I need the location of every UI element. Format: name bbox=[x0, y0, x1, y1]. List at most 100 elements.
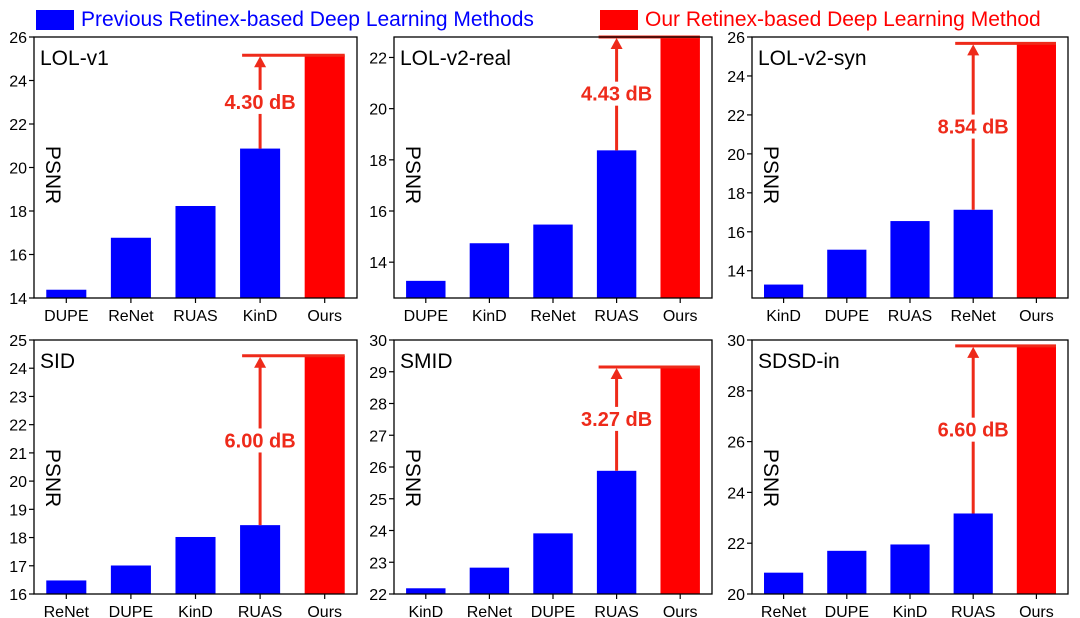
chart-3-x-tick-label: RUAS bbox=[888, 308, 932, 325]
chart-6-x-tick-label: DUPE bbox=[825, 604, 869, 618]
chart-4-y-tick-label: 21 bbox=[9, 446, 27, 463]
chart-6-bar-3 bbox=[890, 544, 930, 594]
chart-3-improvement-label: 8.54 dB bbox=[938, 117, 1009, 139]
chart-1-bar-4 bbox=[240, 148, 281, 298]
chart-1-y-axis-label: PSNR bbox=[41, 146, 64, 204]
chart-1-x-tick-label: RUAS bbox=[173, 308, 217, 325]
chart-2-bar-5 bbox=[660, 37, 700, 298]
chart-4-improvement-label: 6.00 dB bbox=[225, 430, 296, 452]
chart-3-x-tick-label: ReNet bbox=[951, 308, 997, 325]
chart-5-improvement-arrow-head bbox=[610, 367, 623, 379]
chart-4-y-tick-label: 24 bbox=[9, 361, 27, 378]
chart-3-bar-1 bbox=[764, 284, 804, 298]
chart-1-y-tick-label: 18 bbox=[9, 204, 27, 221]
chart-1-bar-3 bbox=[175, 205, 216, 298]
chart-5-y-tick-label: 24 bbox=[369, 524, 387, 541]
legend-label-ours: Our Retinex-based Deep Learning Method bbox=[645, 8, 1041, 31]
chart-3-y-tick-label: 14 bbox=[727, 264, 745, 281]
chart-4-y-tick-label: 23 bbox=[9, 389, 27, 406]
chart-4-bar-1 bbox=[46, 580, 87, 594]
chart-5-bar-3 bbox=[533, 533, 573, 594]
chart-4-bar-3 bbox=[175, 536, 216, 594]
chart-4-y-tick-label: 22 bbox=[9, 418, 27, 435]
chart-1-y-tick-label: 20 bbox=[9, 161, 27, 178]
chart-5-bar-2 bbox=[469, 567, 510, 594]
chart-3-y-tick-label: 18 bbox=[727, 186, 745, 203]
chart-4-y-tick-label: 20 bbox=[9, 474, 27, 491]
chart-3-y-tick-label: 16 bbox=[727, 225, 745, 242]
chart-6-y-tick-label: 24 bbox=[727, 485, 745, 502]
chart-5-y-tick-label: 29 bbox=[369, 365, 387, 382]
legend-item-previous: Previous Retinex-based Deep Learning Met… bbox=[36, 7, 534, 33]
legend-swatch-ours bbox=[600, 10, 638, 30]
chart-5-y-axis-label: PSNR bbox=[401, 449, 424, 507]
chart-3-x-tick-label: Ours bbox=[1019, 308, 1054, 325]
chart-2-y-tick-label: 16 bbox=[369, 204, 387, 221]
chart-4-bar-2 bbox=[110, 565, 151, 594]
chart-4-x-tick-label: ReNet bbox=[44, 604, 90, 618]
chart-4-bar-5 bbox=[304, 355, 345, 594]
chart-5-y-tick-label: 26 bbox=[369, 460, 387, 477]
chart-1-improvement-arrow-head bbox=[254, 56, 267, 68]
chart-2-x-tick-label: ReNet bbox=[530, 308, 576, 325]
chart-6-x-tick-label: Ours bbox=[1019, 604, 1054, 618]
chart-1-bar-2 bbox=[110, 237, 151, 298]
chart-5-y-tick-label: 23 bbox=[369, 555, 387, 572]
chart-5-y-tick-label: 22 bbox=[369, 587, 387, 604]
chart-5-bar-5 bbox=[660, 366, 700, 594]
chart-6-y-tick-label: 30 bbox=[727, 333, 745, 350]
chart-3-y-axis-label: PSNR bbox=[759, 146, 782, 204]
chart-6-y-tick-label: 20 bbox=[727, 587, 745, 604]
chart-4-y-tick-label: 18 bbox=[9, 531, 27, 548]
chart-3-y-tick-label: 20 bbox=[727, 147, 745, 164]
chart-2-y-tick-label: 22 bbox=[369, 50, 387, 67]
chart-2-title: LOL-v2-real bbox=[400, 47, 511, 70]
chart-1-y-tick-label: 16 bbox=[9, 248, 27, 265]
chart-4-title: SID bbox=[40, 350, 75, 373]
chart-1-x-tick-label: Ours bbox=[307, 308, 342, 325]
chart-1-improvement-label-bg bbox=[223, 89, 298, 114]
chart-1-improvement-label: 4.30 dB bbox=[225, 92, 296, 114]
chart-3-improvement-label-bg bbox=[936, 114, 1011, 139]
chart-1-title: LOL-v1 bbox=[40, 47, 109, 70]
chart-1-bar-5 bbox=[304, 55, 345, 298]
chart-2-x-tick-label: RUAS bbox=[594, 308, 638, 325]
chart-1-x-tick-label: DUPE bbox=[44, 308, 88, 325]
chart-2-bar-3 bbox=[533, 224, 573, 298]
chart-3-bar-5 bbox=[1016, 43, 1056, 298]
chart-6-bar-4 bbox=[953, 513, 993, 594]
chart-6-y-tick-label: 28 bbox=[727, 384, 745, 401]
chart-1-y-tick-label: 22 bbox=[9, 117, 27, 134]
legend-label-previous: Previous Retinex-based Deep Learning Met… bbox=[81, 8, 534, 31]
chart-2-y-tick-label: 18 bbox=[369, 153, 387, 170]
chart-1-y-tick-label: 24 bbox=[9, 74, 27, 91]
chart-2-bar-2 bbox=[469, 243, 510, 298]
chart-4-improvement-label-bg bbox=[223, 428, 298, 453]
chart-2-y-tick-label: 14 bbox=[369, 255, 387, 272]
chart-5-x-tick-label: ReNet bbox=[467, 604, 513, 618]
chart-4-y-tick-label: 19 bbox=[9, 502, 27, 519]
chart-2-x-tick-label: DUPE bbox=[404, 308, 448, 325]
chart-6-title: SDSD-in bbox=[758, 350, 840, 373]
chart-5-bar-1 bbox=[406, 588, 446, 594]
chart-5-y-tick-label: 30 bbox=[369, 333, 387, 350]
chart-5-bar-4 bbox=[596, 470, 637, 594]
chart-6-x-tick-label: KinD bbox=[893, 604, 928, 618]
chart-4-x-tick-label: Ours bbox=[307, 604, 342, 618]
chart-3-title: LOL-v2-syn bbox=[758, 47, 867, 70]
chart-1-y-tick-label: 26 bbox=[9, 30, 27, 47]
chart-6-y-axis-label: PSNR bbox=[759, 449, 782, 507]
chart-1-y-tick-label: 14 bbox=[9, 291, 27, 308]
chart-6-improvement-arrow-head bbox=[967, 346, 980, 358]
chart-4-bar-4 bbox=[240, 525, 281, 594]
chart-3-y-tick-label: 24 bbox=[727, 69, 745, 86]
chart-5-x-tick-label: DUPE bbox=[531, 604, 575, 618]
legend: Previous Retinex-based Deep Learning Met… bbox=[0, 0, 1080, 40]
chart-5-x-tick-label: KinD bbox=[408, 604, 443, 618]
chart-5-x-tick-label: Ours bbox=[663, 604, 698, 618]
chart-5-improvement-label: 3.27 dB bbox=[581, 409, 652, 431]
chart-4-y-tick-label: 17 bbox=[9, 559, 27, 576]
chart-6-bar-5 bbox=[1016, 345, 1056, 594]
chart-6-bar-1 bbox=[764, 572, 804, 594]
